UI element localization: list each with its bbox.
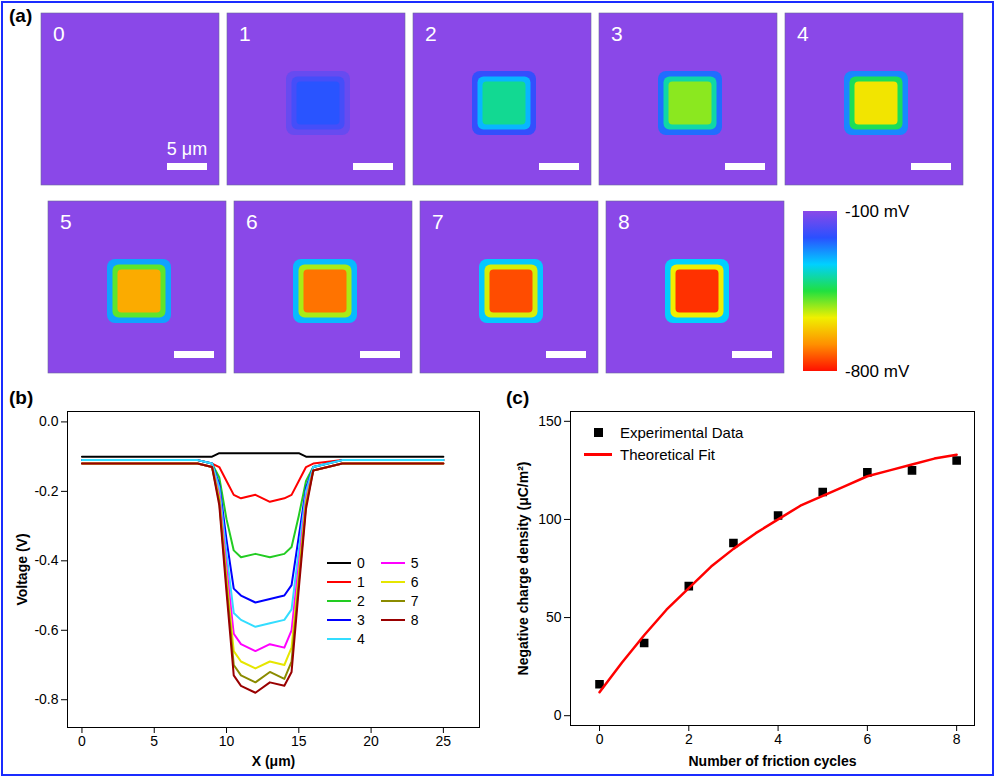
svg-text:150: 150	[538, 413, 562, 429]
svg-text:100: 100	[538, 511, 562, 527]
svg-text:4: 4	[774, 731, 782, 747]
svg-text:15: 15	[291, 733, 307, 749]
html-text:(b): (b)	[9, 387, 34, 408]
svg-text:5 μm: 5 μm	[167, 139, 207, 159]
svg-text:10: 10	[219, 733, 235, 749]
html-text:7: 7	[410, 592, 419, 609]
html-text:4: 4	[357, 630, 365, 647]
html-text:0: 0	[357, 554, 365, 571]
svg-text:0: 0	[554, 707, 562, 723]
svg-text:-0.6: -0.6	[34, 622, 58, 638]
svg-text:7: 7	[432, 210, 444, 233]
svg-text:1: 1	[239, 22, 251, 45]
svg-text:-100 mV: -100 mV	[845, 202, 910, 221]
html-text:2: 2	[357, 592, 365, 609]
svg-text:8: 8	[953, 731, 961, 747]
svg-text:50: 50	[546, 609, 562, 625]
html-text:5: 5	[410, 554, 419, 571]
html-text:8: 8	[410, 611, 419, 628]
html-text:(c): (c)	[506, 387, 530, 408]
svg-text:-0.8: -0.8	[34, 691, 58, 707]
svg-text:0.0: 0.0	[39, 413, 59, 429]
svg-text:0: 0	[78, 733, 86, 749]
svg-text:25: 25	[436, 733, 452, 749]
svg-text:-0.2: -0.2	[34, 483, 58, 499]
svg-text:2: 2	[425, 22, 437, 45]
html-text:Theoretical Fit: Theoretical Fit	[620, 445, 715, 463]
html-text:6: 6	[410, 573, 419, 590]
svg-text:0: 0	[596, 731, 604, 747]
svg-text:-0.4: -0.4	[34, 552, 58, 568]
svg-text:8: 8	[618, 210, 630, 233]
html-text:3: 3	[357, 611, 365, 628]
svg-text:20: 20	[363, 733, 379, 749]
html-text:(a): (a)	[9, 5, 33, 26]
svg-text:6: 6	[246, 210, 258, 233]
svg-text:3: 3	[611, 22, 623, 45]
svg-text:X (μm): X (μm)	[252, 753, 296, 769]
svg-text:6: 6	[863, 731, 871, 747]
svg-text:-800 mV: -800 mV	[845, 362, 910, 381]
svg-text:Negative charge density (μC/m²: Negative charge density (μC/m²)	[515, 462, 531, 676]
svg-text:Voltage (V): Voltage (V)	[14, 533, 30, 605]
svg-text:4: 4	[797, 22, 809, 45]
html-text:1: 1	[357, 573, 365, 590]
svg-text:5: 5	[60, 210, 72, 233]
svg-text:Number of friction cycles: Number of friction cycles	[688, 753, 856, 769]
svg-text:2: 2	[685, 731, 693, 747]
svg-text:0: 0	[53, 22, 65, 45]
svg-text:5: 5	[150, 733, 158, 749]
html-text:Experimental Data: Experimental Data	[620, 423, 744, 441]
